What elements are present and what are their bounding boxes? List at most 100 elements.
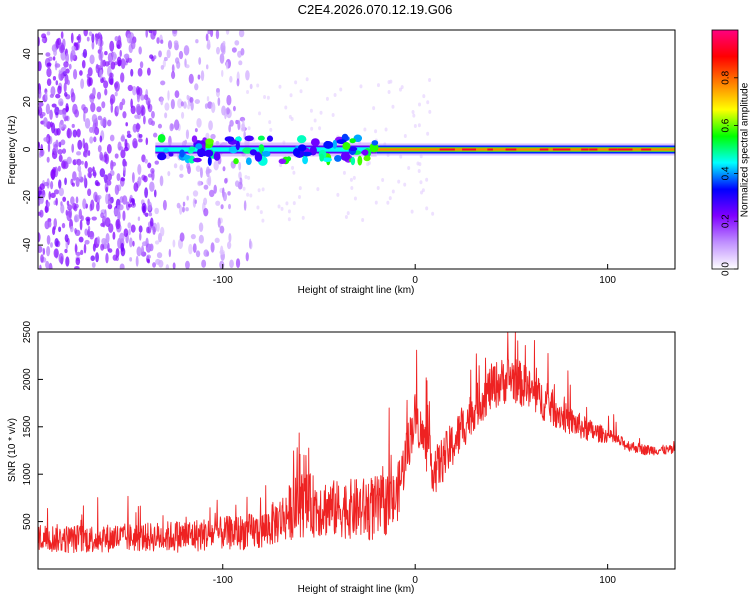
spectrogram-speck [87,171,92,178]
spectrogram-speck [139,232,142,241]
spectrogram-speck [71,143,75,153]
spectrogram-speck [185,260,190,269]
spectrogram-speck [91,216,97,221]
spectrogram-peak [442,148,450,151]
spectrogram-speck [93,191,98,202]
spectrogram-speck [148,117,153,125]
spectrogram-speck [426,100,430,105]
snr-x-tick-label: -100 [213,575,233,586]
spectrogram-speck [50,169,56,180]
spectrogram-speck [97,145,102,153]
spectrogram-speck [177,98,183,109]
spectrogram-blotch [224,136,235,142]
spectrogram-speck [78,208,83,220]
spectrogram-speck [55,197,58,206]
spectrogram-speck [71,182,75,187]
colorbar-tick-label: 0.4 [721,166,732,180]
spectrogram-speck [261,187,265,192]
spectrogram-speck [138,46,142,55]
spectrogram-speck [100,58,104,70]
spectrogram-speck [153,189,157,198]
spectrogram-blotch [244,135,254,142]
spectrogram-speck [74,266,80,269]
spectrogram-speck [58,69,63,75]
spectrogram-speck [112,231,116,240]
spectrogram-speck [268,120,272,125]
spectrogram-speck [130,68,134,77]
spectrogram-speck [38,245,43,253]
spectrogram-speck [400,85,404,90]
spectrogram-speck [120,177,126,182]
spectrogram-blotch [204,149,214,158]
spectrogram-speck [122,195,128,205]
spectrogram-speck [217,217,221,228]
spectrogram-speck [104,209,107,220]
spectrogram-speck [107,52,114,63]
spectrogram-speck [53,48,57,57]
spectrogram-speck [145,30,149,38]
spectrogram-speck [205,166,210,178]
spectrogram-speck [90,255,95,262]
spectrogram-speck [215,30,220,40]
spectrogram-speck [144,187,149,199]
spectrogram-speck [428,109,432,114]
spectrogram-speck [190,101,194,111]
spectrogram-speck [89,54,95,65]
spectrogram-speck [38,101,44,107]
spectrogram-heatmap [38,30,675,269]
spectrogram-speck [67,127,70,139]
spectrogram-speck [140,94,145,101]
spectrogram-blotch [163,148,169,153]
spectrogram-speck [130,224,136,233]
spectrogram-speck [114,184,120,196]
spectrogram-speck [76,128,81,138]
spectrogram-speck [204,103,208,109]
spectrogram-speck [45,52,51,57]
spectrogram-speck [422,94,426,99]
spectrogram-speck [413,124,417,129]
spectrogram-speck [114,81,120,92]
spectrogram-speck [65,52,70,64]
spectrogram-speck [160,80,166,86]
spectrogram-speck [95,181,101,187]
spectrogram-speck [147,162,152,169]
spectrogram-speck [123,53,129,59]
spectrogram-speck [222,40,226,46]
spectrogram-speck [74,215,78,223]
spectrogram-blotch [191,135,198,143]
spectrogram-speck [132,240,135,247]
spectrogram-speck [179,164,184,171]
spectrogram-x-label: Height of straight line (km) [298,285,415,296]
spectrogram-speck [127,203,132,208]
spectrogram-speck [83,106,89,114]
spectrogram-speck [160,97,164,106]
spectrogram-speck [45,260,50,269]
spectrogram-blotch [196,147,206,158]
spectrogram-speck [185,64,190,69]
spectrogram-speck [151,110,155,119]
spectrogram-speck [426,131,430,136]
spectrogram-speck [219,225,225,234]
spectrogram-blotch [245,157,252,166]
spectrogram-blotch [301,151,312,157]
spectrogram-speck [313,118,317,123]
spectrogram-blotch [188,146,196,152]
spectrogram-speck [249,193,253,198]
spectrogram-speck [53,189,60,195]
spectrogram-speck [47,142,51,153]
spectrogram-speck [234,180,240,187]
spectrogram-speck [176,202,181,209]
snr-y-tick-label: 500 [22,513,33,530]
spectrogram-speck [66,79,70,86]
spectrogram-speck [247,126,251,131]
spectrogram-speck [69,225,74,233]
spectrogram-speck [333,93,337,98]
spectrogram-blotch [261,150,271,157]
spectrogram-speck [91,33,95,43]
spectrogram-speck [96,106,102,113]
spectrogram-speck [203,184,209,190]
spectrogram-speck [72,171,77,181]
spectrogram-speck [83,30,88,37]
spectrogram-speck [95,33,98,45]
spectrogram-peak [626,148,633,151]
